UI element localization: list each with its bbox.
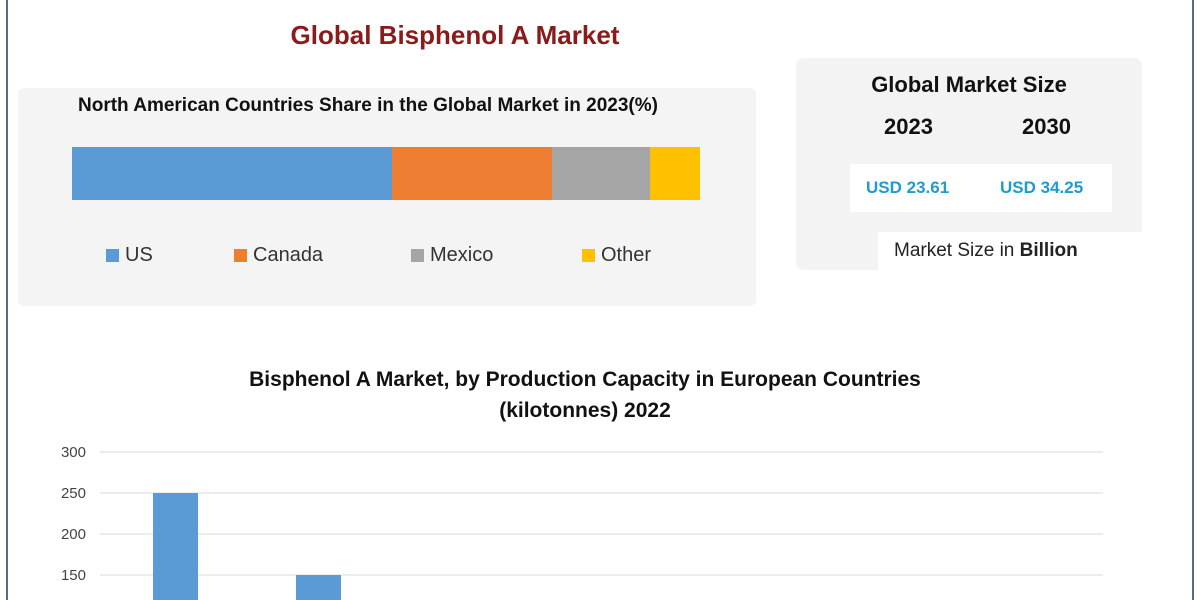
legend-swatch-canada	[234, 249, 247, 262]
market-size-title: Global Market Size	[871, 72, 1067, 97]
outer-frame	[6, 0, 1194, 600]
legend-swatch-other	[582, 249, 595, 262]
value-2023: USD 23.61	[866, 178, 950, 197]
legend-label-us: US	[125, 244, 153, 266]
note-unit: Billion	[1019, 240, 1078, 261]
legend-swatch-us	[106, 249, 119, 262]
y-tick-label: 150	[61, 567, 86, 584]
capacity-bar	[153, 493, 198, 600]
legend-item-canada: Canada	[234, 244, 323, 267]
market-size-note: Market Size in Billion	[878, 232, 1142, 270]
bar-chart-title-line2: (kilotonnes) 2022	[499, 399, 671, 422]
y-tick-label: 250	[61, 485, 86, 502]
share-segment-canada	[392, 147, 553, 200]
share-segment-us	[72, 147, 393, 200]
legend-item-us: US	[106, 244, 153, 267]
share-segment-mexico	[552, 147, 650, 200]
year-2030-label: 2030	[1022, 114, 1071, 139]
y-tick-label: 200	[61, 526, 86, 543]
legend-label-mexico: Mexico	[430, 244, 494, 266]
note-prefix: Market Size in	[894, 240, 1015, 261]
legend-swatch-mexico	[411, 249, 424, 262]
legend-label-other: Other	[601, 244, 652, 266]
stacked-share-bar	[72, 147, 700, 200]
bar-chart-title-line1: Bisphenol A Market, by Production Capaci…	[249, 368, 921, 391]
share-segment-other	[649, 147, 700, 200]
year-2023-label: 2023	[884, 114, 933, 139]
share-chart-title: North American Countries Share in the Gl…	[78, 95, 658, 116]
capacity-bar	[296, 575, 341, 600]
legend-item-mexico: Mexico	[411, 244, 493, 267]
value-2030: USD 34.25	[1000, 178, 1084, 197]
production-capacity-chart: 300 250 200 150	[61, 444, 1103, 600]
market-size-values: USD 23.61 USD 34.25	[850, 164, 1112, 212]
legend-item-other: Other	[582, 244, 651, 267]
share-panel: North American Countries Share in the Gl…	[18, 88, 756, 306]
market-size-card: Global Market Size 2023 2030 USD 23.61 U…	[796, 58, 1142, 270]
legend-label-canada: Canada	[253, 244, 324, 266]
y-tick-label: 300	[61, 444, 86, 461]
share-legend: US Canada Mexico Other	[106, 244, 726, 270]
bar-chart-title: Bisphenol A Market, by Production Capaci…	[0, 364, 1170, 426]
page-title: Global Bisphenol A Market	[290, 20, 620, 50]
